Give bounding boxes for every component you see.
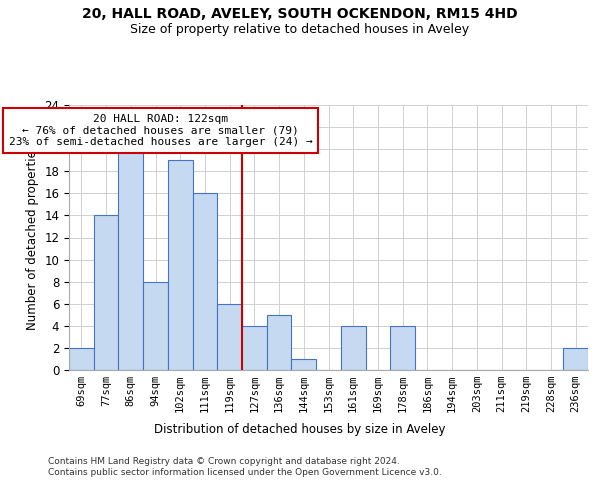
Bar: [168, 160, 193, 370]
Bar: [390, 326, 415, 370]
Bar: [242, 326, 267, 370]
Bar: [69, 348, 94, 370]
Bar: [217, 304, 242, 370]
Bar: [563, 348, 588, 370]
Text: Size of property relative to detached houses in Aveley: Size of property relative to detached ho…: [130, 22, 470, 36]
Text: Contains HM Land Registry data © Crown copyright and database right 2024.
Contai: Contains HM Land Registry data © Crown c…: [48, 458, 442, 477]
Bar: [143, 282, 168, 370]
Text: 20 HALL ROAD: 122sqm
← 76% of detached houses are smaller (79)
23% of semi-detac: 20 HALL ROAD: 122sqm ← 76% of detached h…: [8, 114, 313, 147]
Text: 20, HALL ROAD, AVELEY, SOUTH OCKENDON, RM15 4HD: 20, HALL ROAD, AVELEY, SOUTH OCKENDON, R…: [82, 8, 518, 22]
Bar: [193, 194, 217, 370]
Bar: [118, 149, 143, 370]
Bar: [267, 315, 292, 370]
Bar: [292, 359, 316, 370]
Y-axis label: Number of detached properties: Number of detached properties: [26, 144, 39, 330]
Bar: [94, 216, 118, 370]
Bar: [341, 326, 365, 370]
Text: Distribution of detached houses by size in Aveley: Distribution of detached houses by size …: [154, 422, 446, 436]
